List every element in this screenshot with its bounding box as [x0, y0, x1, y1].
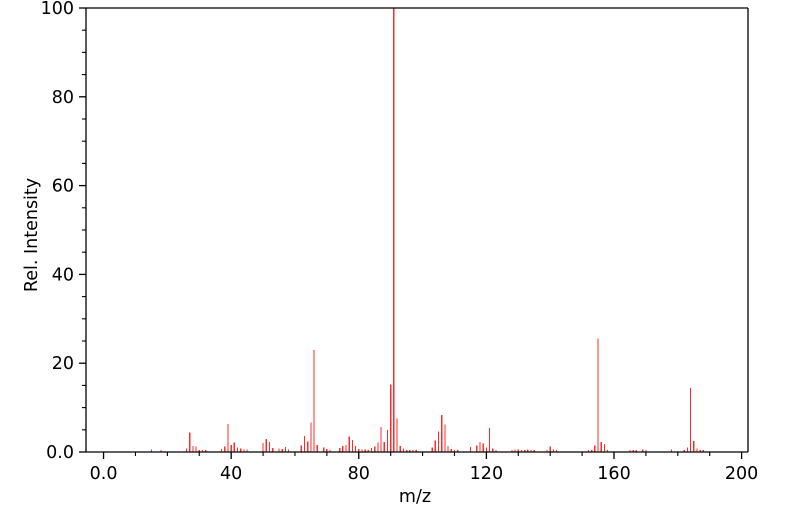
x-tick-label: 160	[597, 464, 630, 484]
y-tick-label: 80	[52, 88, 74, 108]
x-tick-label: 0.0	[90, 464, 118, 484]
x-tick-label: 200	[725, 464, 758, 484]
y-tick-label: 60	[52, 177, 74, 197]
peak-series	[150, 8, 704, 452]
y-tick-label: 0.0	[46, 443, 74, 463]
x-axis-title: m/z	[398, 487, 432, 507]
y-tick-label: 40	[52, 265, 74, 285]
axes	[79, 7, 749, 459]
y-tick-label: 20	[52, 354, 74, 374]
x-tick-label: 80	[348, 464, 370, 484]
x-tick-label: 120	[470, 464, 503, 484]
x-tick-label: 40	[220, 464, 242, 484]
axis-tick-labels: 0.0 40 80 120 160 200 0.0 20 40 60 80 100	[41, 0, 759, 484]
y-tick-label: 100	[41, 0, 74, 19]
y-axis-title: Rel. Intensity	[22, 177, 42, 293]
